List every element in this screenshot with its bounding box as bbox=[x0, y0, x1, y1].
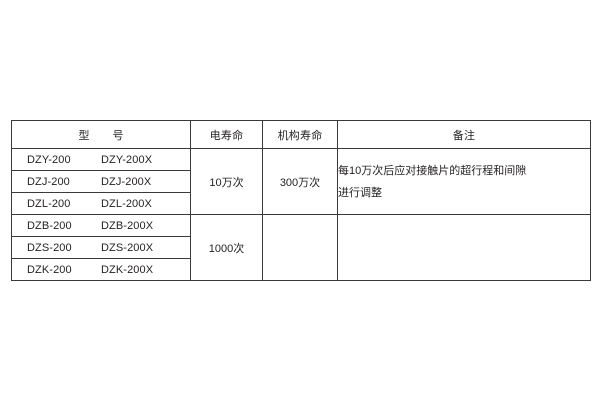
model-pair: DZB-200 DZB-200X bbox=[27, 220, 175, 232]
column-header-mechanical-life: 机构寿命 bbox=[262, 120, 338, 149]
model-cell: DZS-200 DZS-200X bbox=[11, 236, 191, 259]
electrical-life-group2: 1000次 bbox=[190, 214, 263, 281]
model-pair: DZS-200 DZS-200X bbox=[27, 242, 175, 254]
table-row: DZK-200 DZK-200X bbox=[11, 258, 591, 281]
model-pair: DZJ-200 DZJ-200X bbox=[27, 176, 175, 188]
model-cell: DZK-200 DZK-200X bbox=[11, 258, 191, 281]
table-row: DZJ-200 DZJ-200X bbox=[11, 170, 591, 193]
table-row: DZB-200 DZB-200X 1000次 bbox=[11, 214, 591, 281]
model-cell: DZJ-200 DZJ-200X bbox=[11, 170, 191, 193]
model-code-primary: DZK-200 bbox=[27, 263, 72, 276]
model-code-variant: DZK-200X bbox=[101, 263, 154, 276]
model-code-variant: DZL-200X bbox=[101, 197, 152, 210]
model-cell: DZY-200 DZY-200X bbox=[11, 148, 191, 171]
table-header-row: 型 号 电寿命 机构寿命 备注 bbox=[11, 120, 591, 149]
remarks-group2 bbox=[337, 214, 591, 281]
electrical-life-group1: 10万次 bbox=[190, 148, 263, 215]
table-row: DZL-200 DZL-200X bbox=[11, 192, 591, 215]
remarks-group1: 每10万次后应对接触片的超行程和间隙 进行调整 bbox=[337, 148, 591, 215]
table-row: DZY-200 DZY-200X 10万次 300万次 每10万次后应对接触片的超… bbox=[11, 148, 591, 215]
column-header-remarks: 备注 bbox=[337, 120, 591, 149]
model-code-primary: DZJ-200 bbox=[27, 175, 70, 188]
model-pair: DZK-200 DZK-200X bbox=[27, 264, 175, 276]
model-code-primary: DZS-200 bbox=[27, 241, 72, 254]
model-code-variant: DZY-200X bbox=[101, 153, 153, 166]
model-cell: DZL-200 DZL-200X bbox=[11, 192, 191, 215]
mechanical-life-group1: 300万次 bbox=[262, 148, 338, 215]
model-pair: DZL-200 DZL-200X bbox=[27, 198, 175, 210]
model-code-variant: DZS-200X bbox=[101, 241, 154, 254]
model-code-primary: DZY-200 bbox=[27, 153, 71, 166]
model-pair: DZY-200 DZY-200X bbox=[27, 154, 175, 166]
column-header-model: 型 号 bbox=[11, 120, 191, 149]
mechanical-life-group2 bbox=[262, 214, 338, 281]
table-row: DZS-200 DZS-200X bbox=[11, 236, 591, 259]
spec-table-container: 型 号 电寿命 机构寿命 备注 DZY-200 DZY-200X 10万次 300… bbox=[11, 120, 591, 281]
model-code-primary: DZB-200 bbox=[27, 219, 72, 232]
remarks-line-1: 每10万次后应对接触片的超行程和间隙 bbox=[338, 164, 527, 177]
model-code-variant: DZB-200X bbox=[101, 219, 154, 232]
model-code-primary: DZL-200 bbox=[27, 197, 71, 210]
model-cell: DZB-200 DZB-200X bbox=[11, 214, 191, 237]
column-header-model-label: 型 号 bbox=[78, 129, 130, 142]
column-header-electrical-life: 电寿命 bbox=[190, 120, 263, 149]
model-code-variant: DZJ-200X bbox=[101, 175, 152, 188]
relay-specification-table: 型 号 电寿命 机构寿命 备注 DZY-200 DZY-200X 10万次 300… bbox=[11, 120, 591, 281]
remarks-line-2: 进行调整 bbox=[338, 186, 382, 199]
